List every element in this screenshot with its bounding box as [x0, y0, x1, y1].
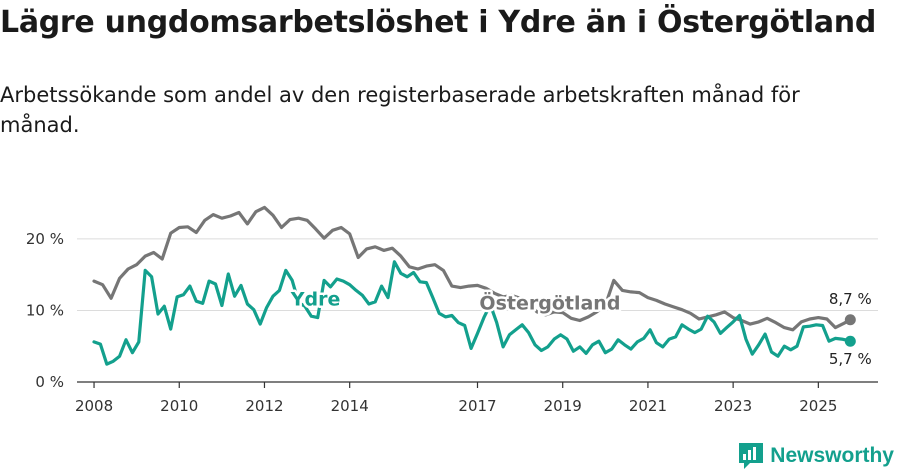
end-label-ydre: 5,7 %	[829, 350, 872, 368]
x-tick-label: 2025	[799, 397, 837, 415]
newsworthy-logo-icon	[739, 443, 764, 469]
end-point-ydre	[844, 335, 856, 347]
series-lines	[92, 205, 856, 366]
y-tick-label: 10 %	[26, 301, 64, 319]
x-tick-label: 2010	[160, 397, 198, 415]
end-label--sterg-tland: 8,7 %	[829, 290, 872, 308]
x-axis: 2008 2010 2012 2014 2017 2019 2021 2023 2025	[75, 381, 878, 415]
x-tick-label: 2019	[544, 397, 582, 415]
annotations: 8,7 % 5,7 % Ydre Östergötland	[287, 286, 872, 368]
x-tick-label: 2023	[714, 397, 752, 415]
series-line--sterg-tland	[92, 205, 852, 332]
series-label-ydre: Ydre	[290, 288, 341, 310]
y-tick-label: 20 %	[26, 230, 64, 248]
y-tick-label: 0 %	[35, 373, 64, 391]
brand-logo: Newsworthy	[738, 442, 894, 470]
gridlines	[77, 238, 878, 311]
x-tick-label: 2017	[458, 397, 496, 415]
x-tick-label: 2008	[75, 397, 113, 415]
chart-subtitle: Arbetssökande som andel av den registerb…	[0, 83, 800, 137]
x-tick-label: 2014	[331, 397, 369, 415]
x-tick-label: 2021	[629, 397, 667, 415]
end-point--sterg-tland	[844, 314, 856, 326]
series-label--sterg-tland: Östergötland	[479, 291, 620, 315]
series-line-ydre	[92, 260, 852, 366]
x-tick-label: 2012	[245, 397, 283, 415]
y-axis-ticks: 0 % 10 % 20 %	[26, 230, 64, 391]
brand-name: Newsworthy	[770, 444, 894, 467]
chart-title: Lägre ungdomsarbetslöshet i Ydre än i Ös…	[0, 5, 877, 40]
